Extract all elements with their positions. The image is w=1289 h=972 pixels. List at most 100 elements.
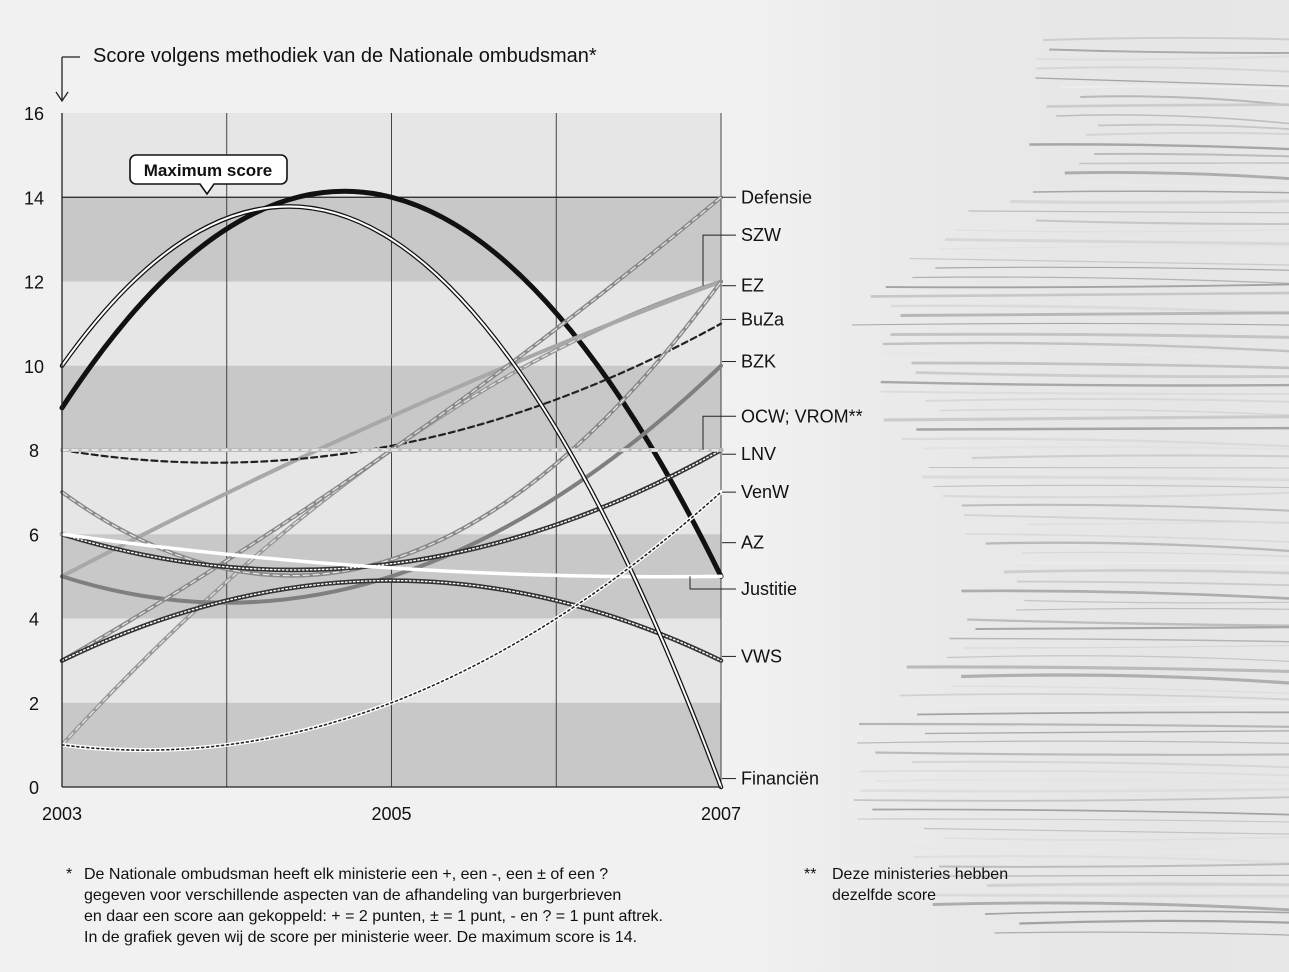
paper-sheet-edge (923, 446, 1289, 450)
paper-sheet-edge (857, 818, 1289, 823)
footnote-1: * De Nationale ombudsman heeft elk minis… (66, 864, 826, 948)
series-label: BZK (741, 352, 776, 372)
series-labels: Defensie SZW EZ BuZa BZK OCW; VROM** LNV VenW AZ… (689, 187, 863, 789)
callout-box (129, 154, 288, 196)
series-line (61, 491, 722, 751)
paper-sheet-edge (906, 665, 1289, 674)
paper-sheet-edge (911, 760, 1289, 769)
series-line (61, 579, 722, 662)
x-tick-label: 2007 (701, 804, 741, 824)
paper-sheet-edge (1094, 152, 1289, 158)
series-line (61, 205, 722, 788)
paper-sheet-edge (936, 893, 1289, 898)
series-line (60, 532, 723, 579)
paper-sheet-edge (885, 283, 1289, 289)
paper-sheet-edge (1074, 181, 1289, 190)
paper-sheet-edge (1029, 143, 1289, 151)
axes: 0 2 4 6 8 10 12 14 16 2003 2005 2007 (24, 104, 741, 824)
y-tick-label: 12 (24, 273, 44, 293)
paper-sheet-edge (938, 245, 1289, 250)
paper-sheet-edge (1059, 85, 1289, 91)
series-lines (59, 188, 724, 790)
paper-sheet-edge (915, 371, 1289, 379)
paper-sheet-edge (923, 827, 1289, 835)
paper-sheet-edge (900, 311, 1289, 317)
paper-sheet-edge (916, 426, 1289, 431)
series-label: VWS (741, 646, 782, 666)
series-label: Justitie (741, 579, 797, 599)
paper-sheet-edge (882, 341, 1289, 353)
paper-sheet-edge (1056, 114, 1289, 125)
footnote-1-mark: * (66, 866, 73, 883)
paper-sheet-edge (921, 475, 1289, 482)
series-unnamed-12 (60, 490, 723, 753)
paper-sheet-edge (924, 730, 1289, 735)
paper-sheet-edge (879, 351, 1289, 357)
series-buza (60, 322, 723, 464)
y-axis-title-group: Score volgens methodiek van de Nationale… (55, 45, 597, 103)
paper-sheet-edge (1043, 36, 1289, 41)
paper-sheet-edge (1032, 190, 1289, 194)
label-leader-line (702, 234, 736, 286)
chart-title: Score volgens methodiek van de Nationale… (93, 45, 597, 67)
maximum-score-label: Maximum score (144, 161, 273, 180)
paper-sheet-edge (1035, 77, 1289, 87)
paper-sheet-edge (949, 637, 1289, 643)
footnote-2-mark: ** (804, 866, 817, 883)
paper-sheet-edge (994, 931, 1289, 936)
paper-sheet-edge (975, 626, 1289, 631)
y-tick-label: 16 (24, 104, 44, 124)
paper-sheet-edge (1046, 103, 1289, 108)
paper-sheet-edge (899, 693, 1289, 701)
paper-sheet-edge (1064, 171, 1289, 181)
paper-sheet-edge (932, 901, 1289, 912)
paper-sheet-edge (940, 408, 1289, 416)
paper-sheet-edge (1036, 55, 1289, 61)
label-leader-line (689, 576, 736, 590)
y-tick-label: 6 (29, 525, 39, 545)
paper-sheet-edge (880, 390, 1289, 395)
series-vws (59, 578, 724, 663)
paper-sheet-edge (1024, 599, 1289, 604)
y-tick-label: 2 (29, 694, 39, 714)
paper-sheet-edge (945, 836, 1289, 841)
paper-sheet-edge (860, 788, 1289, 793)
paper-sheet-edge (917, 711, 1289, 716)
x-tick-label: 2003 (42, 804, 82, 824)
paper-sheet-edge (961, 673, 1289, 685)
paper-sheet-edge (985, 541, 1289, 553)
paper-sheet-edge (912, 276, 1289, 285)
footnote-2-line: dezelfde score (832, 887, 937, 904)
paper-sheet-edge (1019, 919, 1289, 925)
paper-sheet-edge (890, 304, 1289, 315)
paper-sheet-edge (961, 589, 1289, 600)
series-label: VenW (741, 482, 789, 502)
y-tick-label: 0 (29, 778, 39, 798)
series-ez (60, 279, 723, 579)
series-bzk (60, 363, 723, 605)
y-tick-label: 10 (24, 357, 44, 377)
paper-sheet-edge (914, 855, 1289, 865)
footnote-2-line: Deze ministeries hebben (832, 866, 1009, 883)
footnote-1-line: De Nationale ombudsman heeft elk ministe… (84, 866, 609, 883)
x-tick-label: 2005 (371, 804, 411, 824)
paper-sheet-edge (930, 874, 1289, 877)
paper-sheet-edge (906, 846, 1289, 856)
series-label: EZ (741, 276, 764, 296)
series-financi-n (59, 204, 724, 790)
series-line (61, 449, 722, 571)
paper-sheet-edge (1022, 551, 1289, 558)
paper-sheet-edge (1016, 607, 1289, 611)
series-venw (59, 447, 724, 573)
series-label: OCW; VROM** (741, 406, 863, 426)
paper-sheet-edge (860, 769, 1289, 777)
y-axis-arrow (55, 56, 80, 103)
paper-sheet-edge (967, 618, 1289, 627)
paper-sheet-edge (938, 863, 1289, 868)
paper-sheet-edge (965, 533, 1289, 543)
series-label: Financiën (741, 769, 819, 789)
series-az (60, 532, 723, 579)
series-line (60, 279, 723, 579)
paper-sheet-edge (1003, 568, 1289, 575)
paper-sheet-edge (968, 210, 1289, 214)
